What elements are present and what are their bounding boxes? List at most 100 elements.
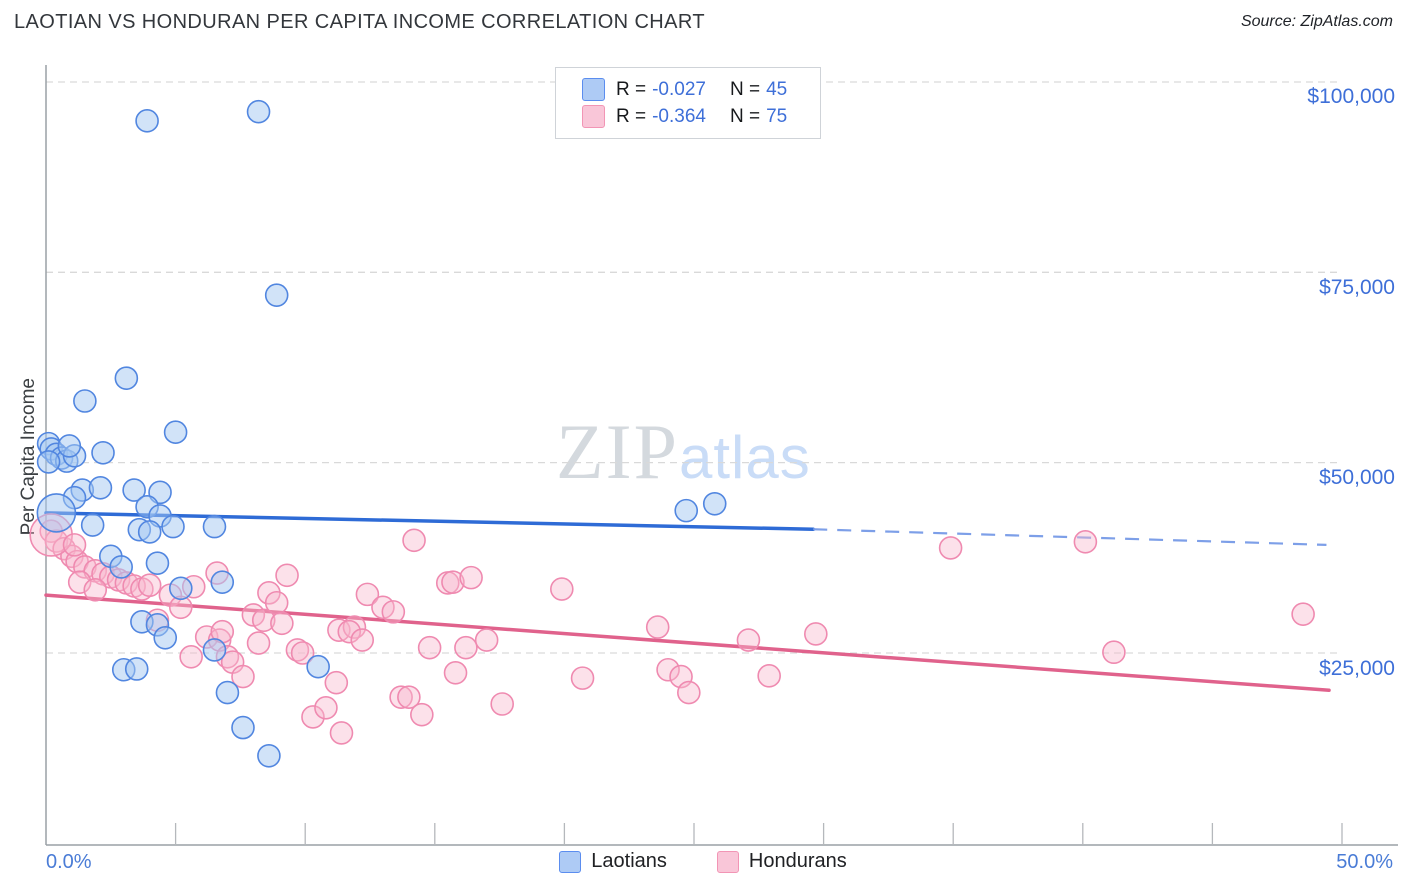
laotians-data-point [36,493,77,533]
hondurans-swatch-icon [716,850,739,873]
hondurans-data-point [270,611,294,636]
hondurans-data-point [264,590,289,615]
n-value-laotians: 45 [766,78,788,100]
laotians-data-point [114,366,139,390]
hondurans-data-point [397,685,421,709]
laotians-data-point [36,450,61,474]
hondurans-data-point [454,635,478,660]
r-label: R = [616,78,647,100]
source-attribution: Source: ZipAtlas.com [1240,13,1393,30]
hondurans-data-point [441,570,465,594]
r-value-hondurans: -0.364 [652,105,706,127]
n-value-hondurans: 75 [766,105,788,127]
hondurans-data-point [656,657,680,682]
hondurans-data-point [938,536,963,560]
hondurans-data-point [1102,640,1126,665]
laotians-data-point [168,576,193,601]
laotians-data-point [73,389,97,413]
hondurans-data-point [1291,602,1315,626]
hondurans-trend-line [44,593,1331,693]
hondurans-swatch-icon [582,105,605,128]
legend-row-laotians: R = -0.027 N = 45 [582,76,808,103]
laotians-data-point [137,520,162,544]
laotians-swatch-icon [559,850,582,873]
hondurans-data-point [350,628,375,652]
legend-row-hondurans: R = -0.364 N = 75 [582,103,808,130]
laotians-trend-line-dashed [813,528,1327,546]
hondurans-data-point [137,573,162,598]
laotians-data-point [231,715,255,740]
hondurans-data-point [337,619,362,644]
x-axis-min-label: 0.0% [46,851,92,873]
hondurans-data-point [389,685,413,709]
hondurans-data-point [645,615,670,639]
laotians-data-point [246,99,271,124]
hondurans-data-point [550,577,574,601]
laotians-data-point [135,109,159,133]
hondurans-data-point [314,696,338,720]
hondurans-data-point [251,608,276,633]
hondurans-data-point [417,635,442,660]
y-tick-100000: $100,000 [1307,85,1395,108]
correlation-legend: R = -0.027 N = 45 R = -0.364 N = 75 [555,67,821,139]
laotians-data-point [91,440,115,465]
laotians-swatch-icon [582,78,605,101]
hondurans-data-point [410,702,434,727]
laotians-data-point [88,475,113,500]
y-tick-25000: $25,000 [1319,657,1395,680]
n-label: N = [729,105,761,127]
laotians-data-point [264,283,289,307]
laotians-data-point [124,657,149,681]
hondurans-data-point [804,622,828,646]
hondurans-data-point [355,582,380,607]
r-value-laotians: -0.027 [652,78,706,100]
laotians-data-point [674,498,699,523]
hondurans-data-point [324,670,349,695]
laotians-data-point [202,638,227,662]
hondurans-data-point [62,533,87,557]
hondurans-data-point [301,705,325,729]
legend-label-hondurans: Hondurans [748,850,847,872]
hondurans-data-point [275,563,299,588]
hondurans-data-point [474,628,499,652]
hondurans-data-point [83,578,108,602]
hondurans-data-point [736,628,761,652]
laotians-data-point [109,555,133,579]
page-title: LAOTIAN VS HONDURAN PER CAPITA INCOME CO… [14,11,705,33]
legend-label-laotians: Laotians [591,850,667,872]
hondurans-data-point [179,644,203,669]
hondurans-data-point [490,692,514,716]
n-label: N = [729,78,761,100]
hondurans-data-point [443,660,468,685]
hondurans-data-point [290,641,315,665]
hondurans-data-point [402,528,426,553]
r-label: R = [616,105,647,127]
laotians-data-point [215,680,240,705]
laotians-data-point [80,513,105,537]
laotians-data-point [210,570,235,594]
hondurans-data-point [246,631,271,655]
y-tick-75000: $75,000 [1319,276,1395,299]
legend-item-laotians: Laotians [559,850,667,873]
laotians-data-point [153,625,178,650]
y-tick-50000: $50,000 [1319,466,1395,489]
laotians-data-point [257,743,281,768]
hondurans-data-point [757,664,781,688]
x-axis-max-label: 50.0% [1336,851,1393,873]
hondurans-data-point [677,680,701,705]
legend-item-hondurans: Hondurans [716,850,847,873]
laotians-data-point [57,434,82,458]
series-legend: Laotians Hondurans [0,850,1406,873]
laotians-data-point [145,551,170,575]
laotians-data-point [161,514,185,539]
hondurans-data-point [231,664,255,689]
hondurans-data-point [570,666,595,690]
laotians-data-point [306,654,330,679]
hondurans-data-point [329,721,354,745]
laotians-data-point [702,491,727,516]
laotians-data-point [202,514,227,539]
hondurans-data-point [381,600,406,624]
laotians-data-point [163,420,188,445]
